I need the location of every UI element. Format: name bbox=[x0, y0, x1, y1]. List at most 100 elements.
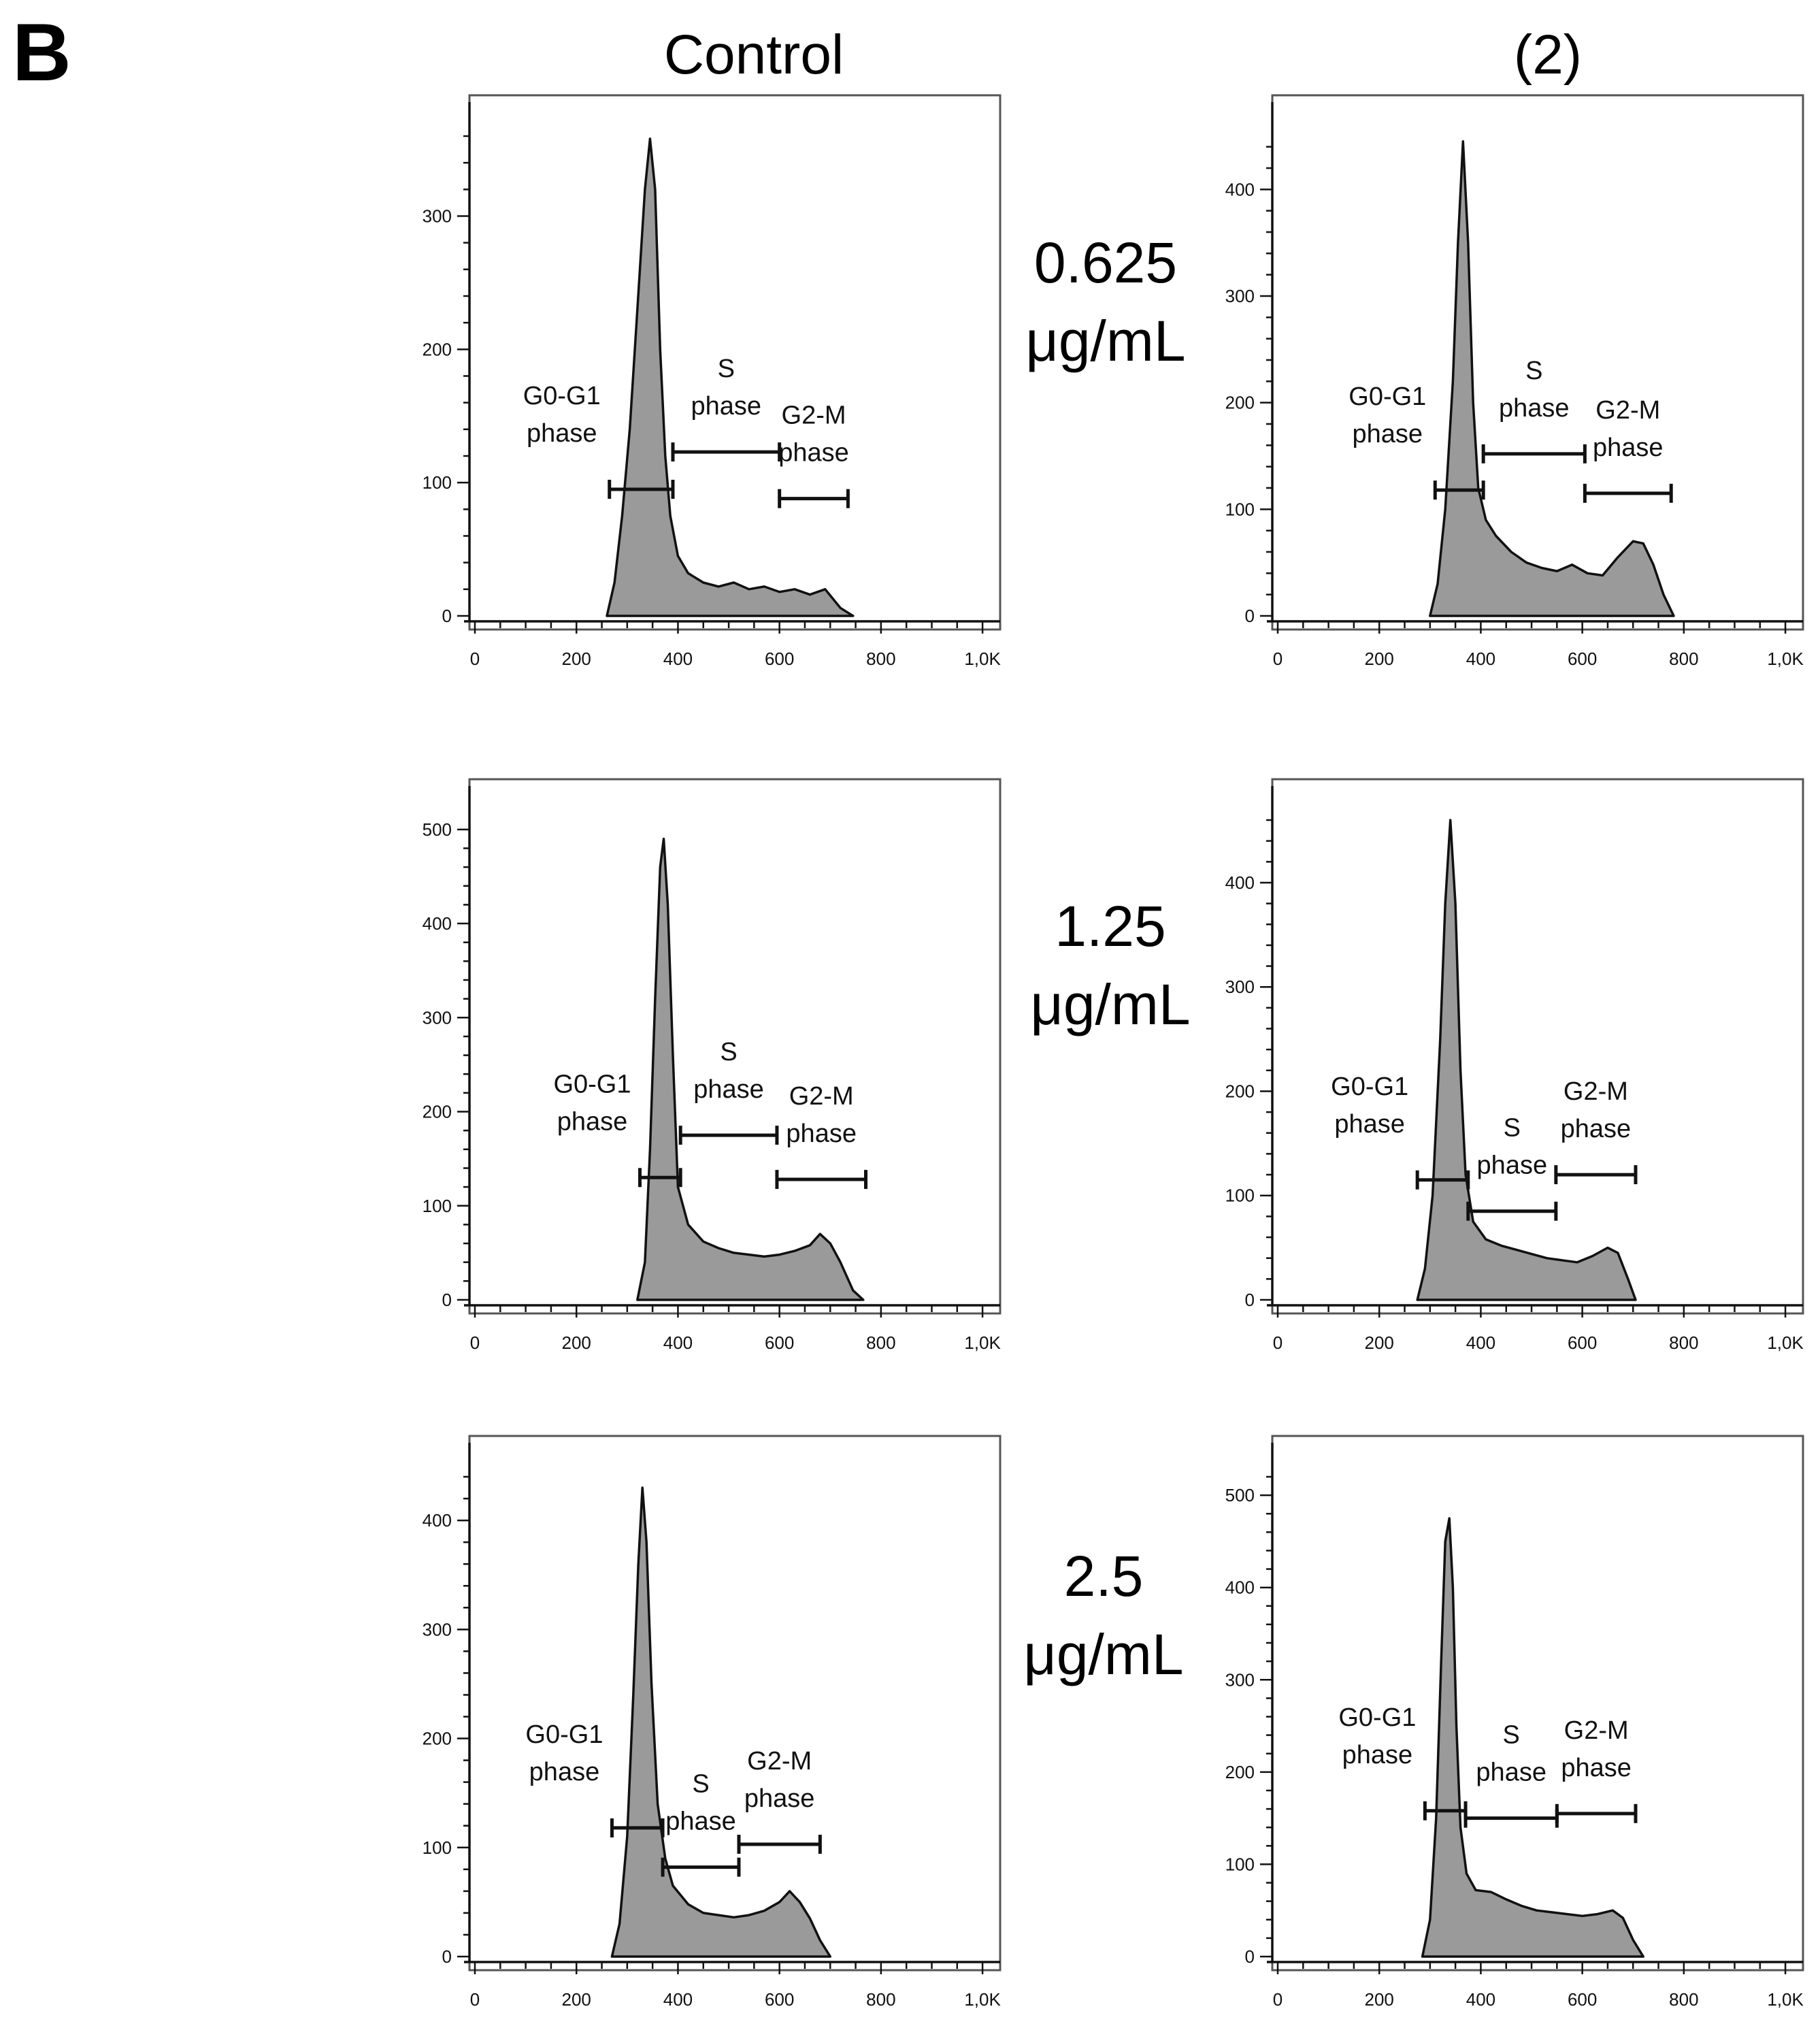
gate-g2-m-phase: G2-M phase bbox=[1555, 1716, 1638, 1823]
histogram-area bbox=[610, 1486, 832, 1958]
x-tick-label: 800 bbox=[1669, 649, 1698, 669]
x-tick-label: 1,0K bbox=[964, 1989, 1001, 2010]
x-tick-label: 800 bbox=[866, 649, 895, 669]
y-tick-label: 0 bbox=[442, 1290, 452, 1310]
gate-label-line-2: phase bbox=[1476, 1759, 1546, 1787]
y-tick-label: 300 bbox=[423, 1619, 452, 1639]
gate-label-line-1: S bbox=[720, 1038, 737, 1066]
y-tick-label: 0 bbox=[442, 606, 452, 626]
x-tick-label: 600 bbox=[1568, 1989, 1597, 2010]
histogram-panel-3: 0 100 200 300 400 500 0 200 400 600 800 1,0K G0-G1 ph… bbox=[423, 778, 1002, 1353]
gate-g2-m-phase: G2-M phase bbox=[775, 1082, 867, 1190]
row-label-concentration-3: 2.5 bbox=[1064, 1544, 1144, 1608]
plot-frame bbox=[468, 1435, 1002, 1972]
gate-label-line-1: S bbox=[1525, 357, 1542, 385]
gate-g0-g1-phase: G0-G1 phase bbox=[1331, 1073, 1470, 1190]
x-tick-label: 400 bbox=[663, 649, 693, 669]
gate-label-line-2: phase bbox=[1477, 1151, 1548, 1180]
y-tick-label: 400 bbox=[1225, 1578, 1255, 1598]
row-label-unit-2: μg/mL bbox=[1030, 973, 1190, 1036]
gate-label-line-2: phase bbox=[1561, 1115, 1632, 1143]
gate-label-line-2: phase bbox=[1342, 1741, 1413, 1769]
plot-frame bbox=[1271, 94, 1804, 631]
gate-g2-m-phase: G2-M phase bbox=[778, 402, 850, 508]
plot-frame bbox=[1271, 778, 1804, 1315]
y-tick-label: 300 bbox=[423, 206, 452, 227]
y-tick-label: 300 bbox=[1225, 286, 1255, 306]
x-tick-label: 600 bbox=[765, 649, 794, 669]
gate-label-line-2: phase bbox=[778, 439, 849, 468]
y-tick-label: 100 bbox=[423, 1196, 452, 1216]
y-tick-label: 100 bbox=[423, 472, 452, 493]
y-tick-label: 300 bbox=[1225, 977, 1255, 997]
x-tick-label: 600 bbox=[765, 1989, 794, 2010]
gate-label-line-2: phase bbox=[1499, 394, 1570, 423]
gate-label-line-1: G2-M bbox=[782, 402, 846, 430]
x-tick-label: 800 bbox=[866, 1333, 895, 1353]
histogram-area bbox=[606, 137, 855, 617]
y-tick-label: 400 bbox=[1225, 179, 1255, 199]
y-tick-label: 300 bbox=[1225, 1669, 1255, 1690]
y-tick-label: 300 bbox=[423, 1007, 452, 1028]
y-tick-label: 100 bbox=[1225, 499, 1255, 519]
gate-label-line-2: phase bbox=[1353, 420, 1423, 448]
x-tick-label: 0 bbox=[1273, 1989, 1283, 2010]
x-tick-label: 800 bbox=[1669, 1333, 1698, 1353]
panel-letter: B bbox=[12, 7, 71, 98]
histogram-panel-5: 0 100 200 300 400 0 200 400 600 800 1,0K G0-G1 phase… bbox=[423, 1435, 1002, 2010]
y-tick-label: 200 bbox=[1225, 393, 1255, 413]
gate-label-line-2: phase bbox=[1334, 1110, 1405, 1139]
y-tick-label: 0 bbox=[1245, 1290, 1255, 1310]
gate-g0-g1-phase: G0-G1 phase bbox=[1349, 382, 1485, 500]
x-tick-label: 200 bbox=[562, 1989, 591, 2010]
x-tick-label: 0 bbox=[1273, 649, 1283, 669]
gate-label-line-1: G2-M bbox=[1563, 1077, 1628, 1106]
gate-label-line-1: S bbox=[1504, 1114, 1521, 1143]
gate-label-line-1: G0-G1 bbox=[525, 1720, 603, 1749]
gate-g2-m-phase: G2-M phase bbox=[1583, 396, 1673, 503]
gate-label-line-2: phase bbox=[1561, 1754, 1632, 1782]
histogram-area bbox=[1421, 1517, 1644, 1958]
y-tick-label: 0 bbox=[1245, 606, 1255, 626]
gate-label-line-2: phase bbox=[693, 1075, 764, 1104]
y-tick-label: 200 bbox=[1225, 1762, 1255, 1782]
x-tick-label: 1,0K bbox=[964, 1333, 1001, 1353]
gate-g0-g1-phase: G0-G1 phase bbox=[553, 1070, 682, 1188]
gate-label-line-1: S bbox=[718, 355, 735, 383]
gate-label-line-1: G2-M bbox=[789, 1082, 854, 1111]
y-tick-label: 400 bbox=[1225, 872, 1255, 893]
row-label-concentration-2: 1.25 bbox=[1055, 894, 1166, 958]
column-title-compound-2: (2) bbox=[1514, 24, 1582, 86]
y-tick-label: 0 bbox=[442, 1946, 452, 1967]
x-tick-label: 600 bbox=[765, 1333, 794, 1353]
histogram-area bbox=[1429, 140, 1675, 617]
x-tick-label: 400 bbox=[663, 1333, 693, 1353]
gate-label-line-1: G0-G1 bbox=[523, 382, 601, 410]
gate-label-line-1: G0-G1 bbox=[1338, 1703, 1416, 1732]
histogram-area bbox=[636, 837, 865, 1301]
gate-label-line-1: G2-M bbox=[747, 1747, 812, 1776]
x-tick-label: 0 bbox=[1273, 1333, 1283, 1353]
plot-frame bbox=[468, 94, 1002, 631]
y-tick-label: 200 bbox=[423, 1729, 452, 1749]
x-tick-label: 0 bbox=[470, 1333, 480, 1353]
x-tick-label: 1,0K bbox=[1767, 649, 1804, 669]
gate-label-line-1: G2-M bbox=[1564, 1716, 1629, 1745]
gate-label-line-2: phase bbox=[527, 419, 597, 448]
y-tick-label: 200 bbox=[423, 1102, 452, 1122]
gate-label-line-1: G0-G1 bbox=[1349, 382, 1426, 411]
gate-g0-g1-phase: G0-G1 phase bbox=[525, 1720, 665, 1837]
x-tick-label: 200 bbox=[562, 1333, 591, 1353]
plot-frame bbox=[468, 778, 1002, 1315]
y-tick-label: 400 bbox=[423, 1510, 452, 1531]
x-tick-label: 200 bbox=[1365, 1989, 1394, 2010]
gate-label-line-2: phase bbox=[1593, 434, 1664, 462]
